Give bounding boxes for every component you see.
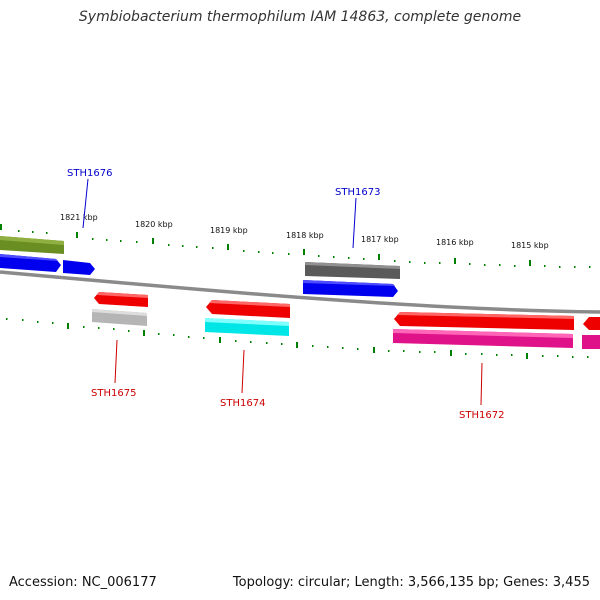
- gene-arrow-red-STH1675-shade: [97, 292, 148, 298]
- gene-arrow-olive-shade: [0, 236, 64, 245]
- tick-ring-lower: [6, 318, 589, 359]
- gene-label-STH1672[interactable]: STH1672: [459, 410, 504, 421]
- gene-arrow-silver-shade: [92, 309, 147, 316]
- gene-arrow-cyan-shade: [205, 318, 289, 326]
- gene-label-STH1673[interactable]: STH1673: [335, 187, 380, 198]
- genome-backbone: [0, 270, 600, 314]
- gene-label-STH1675[interactable]: STH1675: [91, 388, 136, 399]
- gene-arrow-gray-shade: [305, 262, 400, 269]
- tick-ring-upper: [0, 224, 591, 268]
- gene-arrow-blue-small[interactable]: [63, 260, 95, 275]
- gene-arrow-blue-left-shade: [0, 254, 58, 261]
- genes-lower-strand: [92, 292, 600, 349]
- gene-arrow-magenta-shade: [393, 329, 573, 338]
- kbp-label: 1820 kbp: [135, 220, 173, 229]
- genes-upper-strand: [0, 236, 400, 297]
- gene-arrow-magenta-edge[interactable]: [582, 335, 600, 349]
- gene-arrow-blue-STH1673-shade: [303, 280, 395, 286]
- kbp-label: 1815 kbp: [511, 241, 549, 250]
- accession-label: Accession: NC_006177: [9, 575, 157, 590]
- label-leader-lines: [82, 178, 483, 406]
- kbp-label: 1817 kbp: [361, 235, 399, 244]
- kbp-labels: 1821 kbp 1820 kbp 1819 kbp 1818 kbp 1817…: [60, 213, 549, 250]
- genome-summary: Topology: circular; Length: 3,566,135 bp…: [232, 575, 590, 590]
- kbp-label: 1821 kbp: [60, 213, 98, 222]
- gene-arrow-red-edge[interactable]: [583, 317, 600, 330]
- gene-label-STH1674[interactable]: STH1674: [220, 398, 265, 409]
- map-title: Symbiobacterium thermophilum IAM 14863, …: [78, 9, 522, 25]
- gene-labels: STH1676 STH1673 STH1675 STH1674 STH1672: [67, 168, 504, 421]
- kbp-label: 1819 kbp: [210, 226, 248, 235]
- kbp-label: 1816 kbp: [436, 238, 474, 247]
- gene-arrow-red-STH1674-shade: [209, 300, 290, 307]
- gene-label-STH1676[interactable]: STH1676: [67, 168, 112, 179]
- gene-arrow-red-STH1672-shade: [397, 312, 574, 319]
- kbp-label: 1818 kbp: [286, 231, 324, 240]
